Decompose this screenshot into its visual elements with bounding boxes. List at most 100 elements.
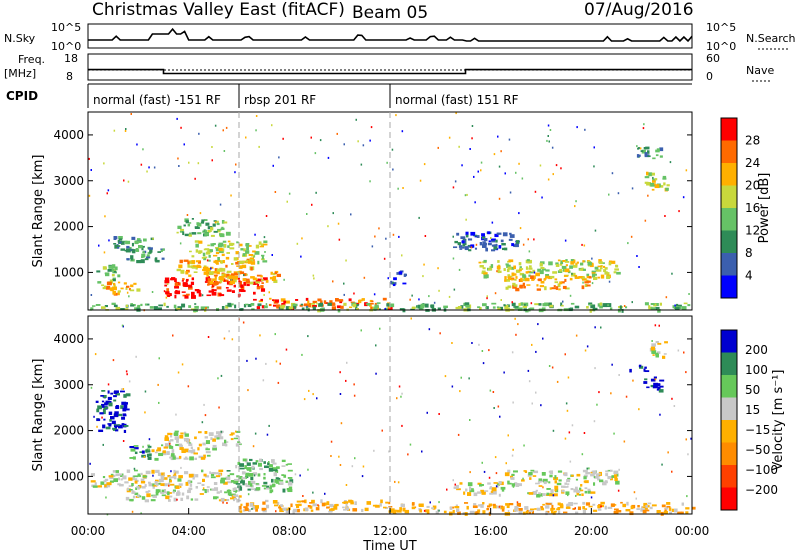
power-cell	[293, 306, 297, 309]
power-cell	[180, 269, 185, 274]
velocity-cell	[584, 490, 588, 494]
velocity-speckle	[89, 462, 91, 465]
velocity-cell	[230, 480, 235, 483]
power-cell	[177, 225, 182, 230]
velocity-cell	[611, 475, 614, 478]
power-cell	[196, 265, 202, 269]
velocity-cell	[107, 396, 112, 400]
velocity-cell	[514, 508, 518, 512]
velocity-cell	[210, 437, 213, 441]
velocity-cell	[111, 420, 116, 425]
velocity-cell	[603, 482, 607, 486]
velocity-speckle	[268, 424, 270, 427]
power-speckle	[306, 305, 308, 308]
power-cell	[226, 252, 231, 254]
power-cell	[584, 281, 589, 284]
power-cell	[257, 303, 262, 307]
power-speckle	[522, 243, 525, 246]
power-cell	[209, 280, 214, 285]
power-cell	[272, 272, 276, 276]
velocity-cell	[216, 491, 220, 494]
power-cell	[659, 155, 663, 158]
noise-right-tick-bottom: 10^0	[706, 40, 736, 53]
velocity-cell	[509, 503, 514, 506]
freq-label-1: Freq.	[18, 53, 45, 66]
velocity-cell	[236, 499, 240, 503]
power-cell	[149, 250, 152, 254]
power-cell	[246, 258, 251, 263]
power-speckle	[387, 277, 389, 280]
velocity-cell	[123, 429, 127, 433]
power-cell	[487, 268, 493, 271]
velocity-cell	[170, 439, 174, 442]
velocity-speckle	[512, 448, 514, 451]
power-cell	[230, 273, 235, 277]
velocity-cell	[224, 499, 230, 502]
velocity-cell	[105, 400, 110, 405]
power-cell	[184, 218, 189, 222]
power-cell	[574, 274, 578, 277]
velocity-cell	[550, 489, 554, 493]
velocity-cell	[671, 508, 674, 512]
velocity-cell	[536, 507, 541, 511]
power-cell	[166, 288, 170, 292]
power-cell	[272, 299, 277, 302]
power-cell	[146, 254, 150, 257]
power-cell	[260, 279, 264, 282]
velocity-speckle	[654, 378, 657, 381]
power-cell	[205, 222, 210, 226]
power-cell	[552, 271, 558, 274]
power-cbar-swatch-6	[721, 140, 737, 163]
velocity-cell	[542, 478, 548, 483]
power-cbar-tick-3: 16	[745, 201, 760, 215]
velocity-cell	[112, 470, 116, 473]
velocity-cell	[232, 494, 236, 497]
velocity-cell	[155, 483, 159, 486]
velocity-cell	[261, 485, 267, 487]
power-speckle	[452, 257, 455, 260]
nave-tick-top: 60	[706, 52, 720, 65]
power-cell	[339, 300, 343, 304]
power-cell	[238, 289, 244, 292]
velocity-cell	[364, 507, 369, 512]
velocity-cell	[478, 504, 481, 507]
velocity-speckle	[375, 344, 377, 347]
power-cell	[202, 268, 207, 272]
velocity-speckle	[537, 323, 539, 326]
velocity-speckle	[584, 349, 587, 352]
velocity-cell	[230, 438, 234, 441]
power-cell	[599, 305, 603, 309]
velocity-speckle	[503, 371, 505, 374]
velocity-speckle	[685, 438, 687, 441]
velocity-cell	[162, 450, 166, 454]
power-speckle	[685, 169, 688, 172]
power-cell	[131, 242, 134, 247]
velocity-speckle	[394, 480, 396, 483]
velocity-cell	[230, 432, 235, 435]
velocity-cell	[174, 436, 180, 440]
power-speckle	[126, 291, 129, 294]
velocity-cell	[576, 489, 581, 494]
power-cell	[666, 184, 670, 187]
velocity-cell	[227, 474, 230, 477]
velocity-cell	[178, 443, 183, 447]
velocity-cell	[435, 510, 439, 515]
power-speckle	[411, 294, 413, 297]
power-cell	[509, 234, 515, 238]
power-speckle	[458, 145, 460, 148]
velocity-cell	[521, 479, 525, 482]
velocity-cell	[312, 503, 317, 507]
power-cell	[457, 242, 462, 246]
velocity-cell	[101, 403, 105, 408]
velocity-cell	[610, 503, 615, 507]
velocity-speckle	[131, 510, 134, 513]
power-cell	[558, 288, 561, 291]
velocity-cell	[651, 504, 657, 507]
velocity-cell	[108, 423, 112, 427]
velocity-cell	[268, 486, 272, 489]
velocity-cell	[554, 485, 559, 490]
power-cell	[586, 273, 590, 277]
power-cell	[588, 276, 592, 279]
velocity-cell	[282, 488, 286, 493]
power-cell	[126, 258, 130, 261]
